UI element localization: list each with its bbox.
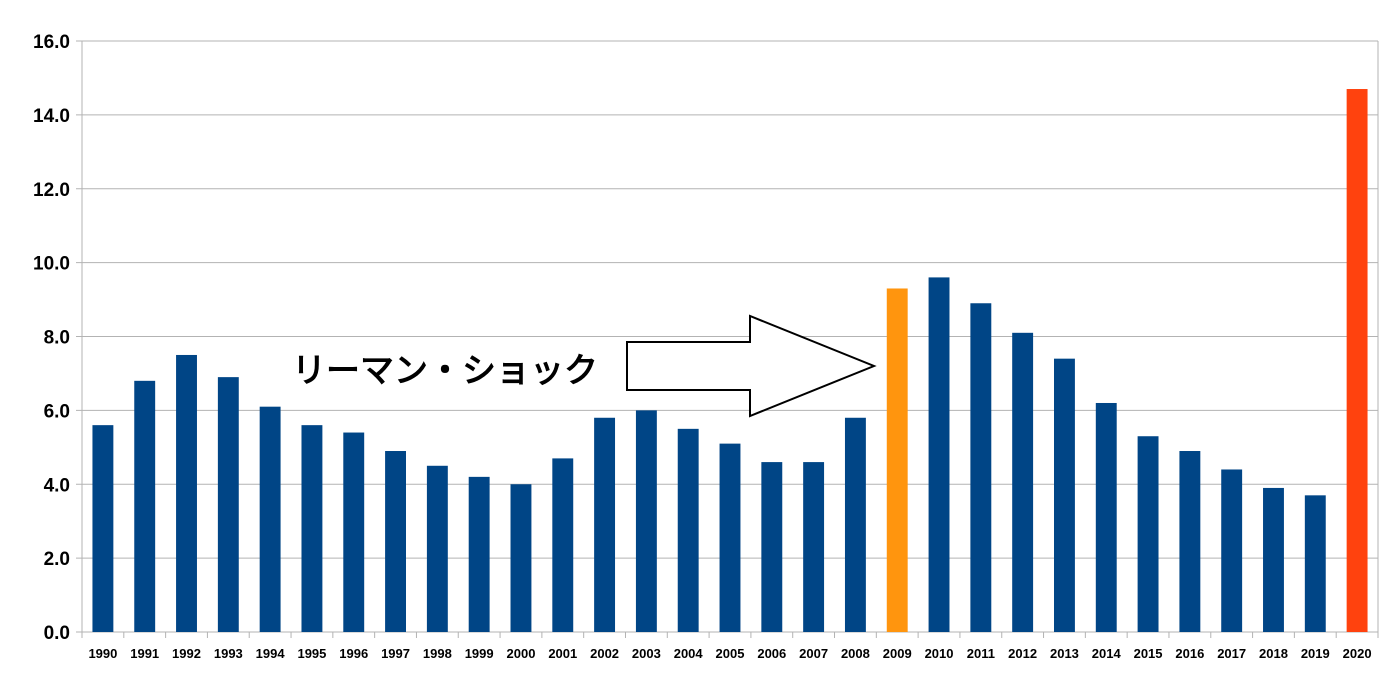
x-tick-label: 1990 — [88, 646, 117, 661]
bar-2003 — [635, 410, 657, 632]
bar-2013 — [1054, 358, 1075, 632]
x-tick-label: 2009 — [883, 646, 912, 661]
bar-2012 — [1012, 332, 1034, 632]
bar-2017 — [1221, 469, 1243, 632]
y-tick-label: 0.0 — [44, 623, 70, 644]
x-tick-label: 1998 — [423, 646, 452, 661]
y-tick-label: 12.0 — [33, 180, 70, 201]
bar-2015 — [1137, 436, 1159, 632]
bar-2004 — [677, 428, 699, 632]
x-tick-label: 2013 — [1050, 646, 1079, 661]
x-tick-label: 2010 — [925, 646, 954, 661]
x-tick-label: 1997 — [381, 646, 410, 661]
x-tick-label: 1991 — [130, 646, 159, 661]
x-tick-label: 2011 — [967, 646, 995, 661]
x-tick-label: 2007 — [799, 646, 828, 661]
bar-2020 — [1346, 89, 1368, 633]
x-tick-label: 1999 — [465, 646, 494, 661]
bar-2005 — [719, 443, 741, 632]
x-tick-label: 2008 — [841, 646, 870, 661]
y-tick-label: 6.0 — [44, 401, 70, 422]
y-tick-label: 10.0 — [33, 254, 70, 275]
bar-2018 — [1263, 487, 1284, 632]
bar-2006 — [761, 462, 783, 632]
x-tick-label: 2016 — [1175, 646, 1204, 661]
y-tick-label: 2.0 — [44, 549, 70, 570]
bar-2001 — [552, 458, 574, 632]
lehman-shock-annotation: リーマン・ショック — [292, 314, 877, 418]
bar-2014 — [1095, 402, 1117, 632]
x-tick-label: 2020 — [1343, 646, 1372, 661]
x-tick-label: 2014 — [1092, 646, 1122, 661]
x-tick-label: 1994 — [256, 646, 286, 661]
y-tick-label: 4.0 — [44, 475, 70, 496]
x-tick-label: 2005 — [716, 646, 745, 661]
x-tick-label: 2015 — [1134, 646, 1163, 661]
bar-2000 — [510, 484, 532, 632]
y-tick-label: 8.0 — [44, 328, 70, 349]
bar-1992 — [176, 354, 197, 632]
x-tick-label: 2003 — [632, 646, 661, 661]
bar-1996 — [343, 432, 365, 632]
bar-1990 — [92, 425, 114, 632]
x-tick-label: 2017 — [1217, 646, 1246, 661]
bar-2008 — [844, 417, 866, 632]
x-tick-label: 1993 — [214, 646, 243, 661]
bar-1993 — [217, 377, 239, 632]
x-tick-label: 2019 — [1301, 646, 1330, 661]
bar-2011 — [970, 303, 992, 632]
x-axis-ticks: 1990 1991 1992 1993 1994 1995 1996 1997 1998 1999… — [88, 646, 1371, 661]
x-tick-label: 1996 — [339, 646, 368, 661]
bar-2016 — [1179, 451, 1201, 632]
bar-1991 — [134, 380, 156, 632]
bar-1994 — [259, 406, 281, 632]
x-tick-label: 2006 — [757, 646, 786, 661]
y-tick-label: 14.0 — [33, 106, 70, 127]
x-tick-label: 2001 — [548, 646, 577, 661]
x-tick-label: 1995 — [297, 646, 326, 661]
x-tick-label: 2018 — [1259, 646, 1288, 661]
annotation-label: リーマン・ショック — [292, 351, 598, 391]
bar-2009 — [886, 288, 908, 632]
y-axis-ticks: 0.0 2.0 4.0 6.0 8.0 10.0 12.0 14.0 16.0 — [33, 32, 70, 644]
arrow-right-icon — [626, 314, 877, 418]
bar-2007 — [803, 462, 825, 632]
x-tick-label: 2012 — [1008, 646, 1037, 661]
bars — [92, 89, 1368, 633]
bar-1995 — [301, 425, 323, 632]
x-tick-label: 2000 — [507, 646, 536, 661]
bar-2002 — [594, 417, 616, 632]
bar-2010 — [928, 277, 950, 632]
y-tick-label: 16.0 — [33, 32, 70, 53]
bar-1997 — [385, 451, 406, 632]
bar-1998 — [426, 465, 448, 632]
bar-2019 — [1304, 495, 1326, 632]
bar-1999 — [468, 476, 490, 632]
x-tick-label: 1992 — [172, 646, 201, 661]
x-tick-label: 2002 — [590, 646, 619, 661]
x-tick-label: 2004 — [674, 646, 704, 661]
